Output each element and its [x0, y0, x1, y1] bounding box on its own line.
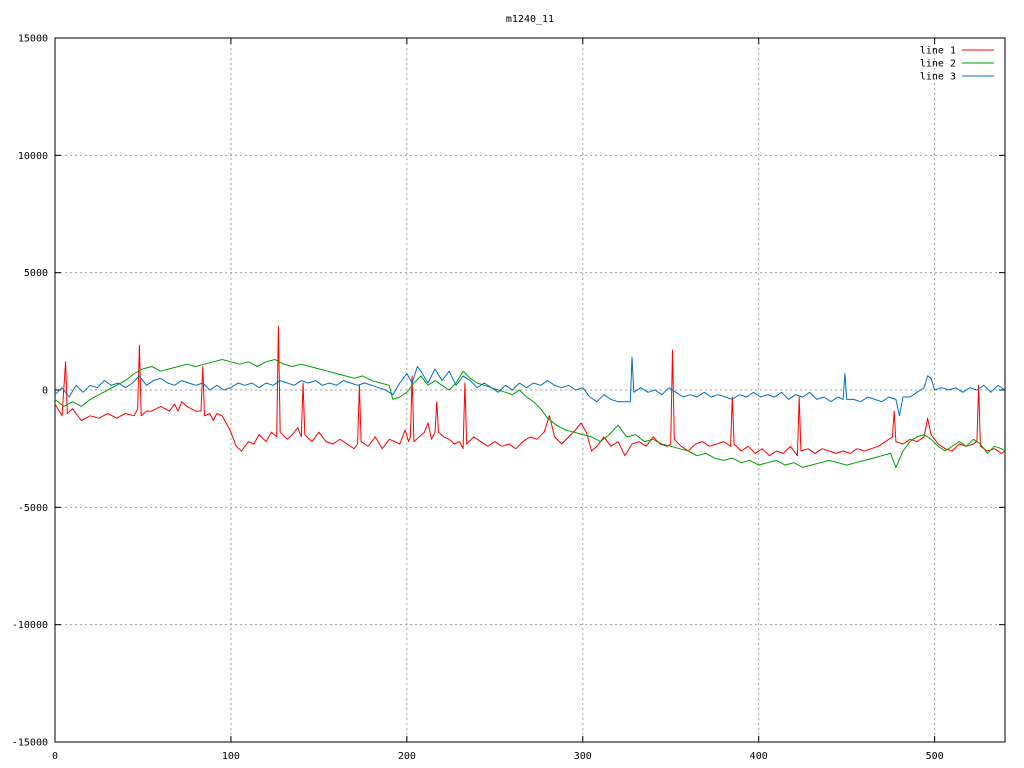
y-tick-label: 10000: [18, 151, 48, 162]
legend-label-2: line 2: [920, 59, 956, 70]
y-tick-label: 0: [42, 386, 48, 397]
series-1-line: [54, 326, 1006, 457]
x-tick-label: 500: [926, 751, 944, 762]
y-tick-label: 5000: [24, 268, 48, 279]
chart-title: m1240_11: [506, 14, 554, 25]
y-tick-label: 15000: [18, 34, 48, 45]
series-lines: [54, 326, 1006, 468]
y-tick-label: -5000: [18, 503, 48, 514]
x-tick-label: 200: [398, 751, 416, 762]
x-tick-label: 100: [222, 751, 240, 762]
series-3-line: [54, 356, 1006, 417]
x-tick-label: 300: [574, 751, 592, 762]
legend-label-1: line 1: [920, 46, 956, 57]
axis-ticks: -15000 -10000 -5000 0 5000 10000 15000 0 100 200 3…: [12, 34, 1005, 762]
y-tick-label: -15000: [12, 738, 48, 749]
legend-label-3: line 3: [920, 72, 956, 83]
y-tick-label: -10000: [12, 620, 48, 631]
series-2-line: [54, 359, 1006, 468]
legend: line 1 line 2 line 3: [920, 46, 994, 83]
x-tick-label: 0: [52, 751, 58, 762]
x-tick-label: 400: [750, 751, 768, 762]
